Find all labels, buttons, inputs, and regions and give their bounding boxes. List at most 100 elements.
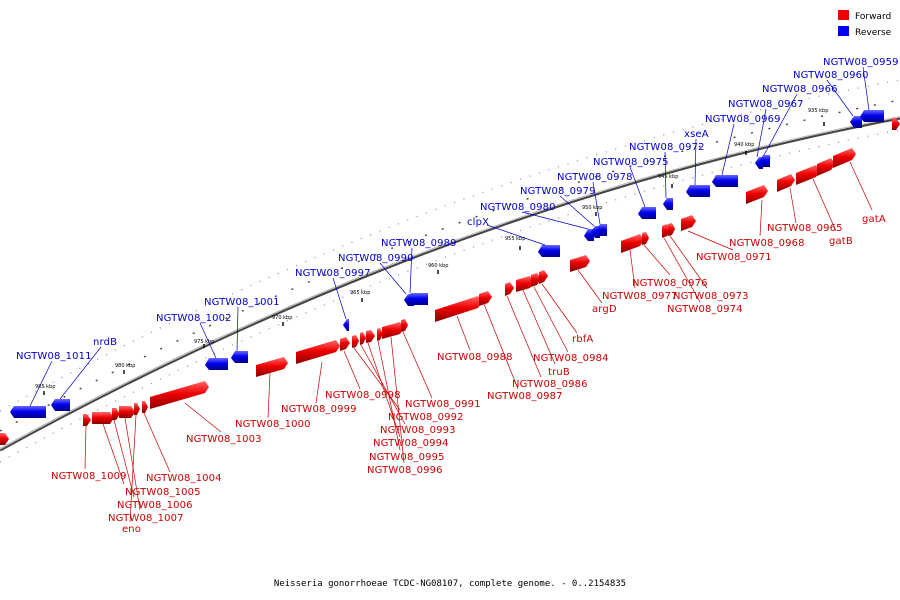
inner-ruler: [0, 99, 900, 432]
legend-forward-label: Forward: [855, 12, 891, 22]
gene-ngtw08-0987[interactable]: [479, 291, 492, 306]
leader-line: [533, 286, 569, 353]
leader-line: [826, 79, 854, 117]
gene-fragment-right[interactable]: [892, 118, 900, 130]
tick-label: 950 kbp: [582, 205, 602, 211]
tick-label: 955 kbp: [505, 236, 525, 242]
leader-line: [129, 414, 137, 523]
gene-label: NGTW08_0975: [593, 157, 669, 168]
leader-line: [102, 423, 125, 485]
gene-label: NGTW08_0976: [632, 278, 708, 289]
gene-ngtw08-0973[interactable]: [668, 223, 675, 236]
gene-label: gatA: [862, 214, 886, 225]
gene-clpx[interactable]: [538, 245, 560, 257]
reverse-leader-lines: [29, 66, 870, 407]
gene-ngtw08-0992[interactable]: [352, 335, 359, 348]
tick-label: 980 kbp: [115, 363, 135, 369]
leader-line: [29, 360, 53, 407]
leader-line: [124, 417, 141, 511]
gene-label: NGTW08_0998: [325, 390, 401, 401]
gene-ngtw08-1000[interactable]: [256, 357, 288, 377]
leader-line: [812, 178, 837, 232]
gene-ngtw08-0986[interactable]: [505, 282, 514, 296]
gene-label: NGTW08_0966: [762, 84, 838, 95]
gene-ngtw08-0960[interactable]: [850, 116, 862, 128]
gene-fragment-left[interactable]: [0, 433, 9, 445]
gene-gata-part[interactable]: [817, 158, 835, 176]
gene-ngtw08-0998[interactable]: [340, 337, 350, 351]
gene-ngtw08-1002[interactable]: [205, 358, 228, 370]
leader-line: [559, 195, 595, 227]
scale-ticks: 985 kbp 980 kbp 975 kbp 970 kbp 965 kbp …: [35, 108, 828, 395]
gene-label: NGTW08_1007: [108, 513, 184, 524]
gene-ngtw08-0997[interactable]: [343, 319, 349, 331]
gene-label: NGTW08_0996: [367, 465, 443, 476]
leader-line: [315, 361, 323, 404]
gene-ngtw08-0988[interactable]: [435, 296, 482, 322]
gene-label: NGTW08_0969: [705, 114, 781, 125]
gene-xsea[interactable]: [686, 185, 710, 197]
gene-label: NGTW08_0987: [487, 391, 563, 402]
gene-ngtw08-0972[interactable]: [663, 198, 673, 210]
gene-ngtw08-0975[interactable]: [638, 207, 656, 219]
leader-line: [663, 237, 701, 303]
forward-gene-labels: NGTW08_1009 NGTW08_1005 NGTW08_1006 NGTW…: [51, 214, 886, 535]
gene-ngtw08-0984[interactable]: [531, 273, 541, 287]
gene-ngtw08-1003[interactable]: [150, 381, 209, 409]
leader-line: [483, 303, 519, 390]
gene-ngtw08-1011[interactable]: [10, 406, 46, 418]
genome-caption: Neisseria gonorrhoeae TCDC-NG08107, comp…: [274, 579, 626, 589]
gene-ngtw08-1007[interactable]: [142, 401, 148, 413]
gene-ngtw08-0999[interactable]: [296, 340, 340, 364]
gene-ngtw08-0969[interactable]: [712, 175, 738, 187]
gene-label: NGTW08_0972: [629, 142, 705, 153]
gene-ngtw08-0978[interactable]: [596, 224, 607, 236]
gene-ngtw08-0995[interactable]: [377, 328, 383, 341]
gene-ngtw08-1004[interactable]: [134, 403, 140, 415]
gene-eno[interactable]: [119, 406, 135, 418]
gene-trub[interactable]: [516, 276, 534, 292]
tick-label: 960 kbp: [428, 263, 448, 269]
gene-ngtw08-0959[interactable]: [860, 110, 884, 122]
gene-label: NGTW08_0973: [673, 291, 749, 302]
gene-ngtw08-0977[interactable]: [621, 234, 644, 253]
leader-line: [789, 187, 797, 224]
leader-line: [236, 306, 239, 352]
gene-label: NGTW08_0986: [512, 379, 588, 390]
gene-ngtw08-0993[interactable]: [360, 332, 366, 345]
gene-ngtw08-0968[interactable]: [746, 185, 768, 204]
leader-line: [862, 66, 870, 111]
gene-label: NGTW08_0989: [381, 238, 457, 249]
tick-label: 945 kbp: [658, 174, 678, 180]
gene-ngtw08-0991[interactable]: [401, 319, 408, 332]
gene-ngtw08-0976[interactable]: [642, 232, 649, 245]
legend: Forward Reverse: [838, 10, 892, 38]
gene-ngtw08-1005[interactable]: [92, 412, 114, 424]
gene-label: NGTW08_0978: [557, 172, 633, 183]
gene-ngtw08-0989[interactable]: [407, 293, 428, 305]
gene-ngtw08-1009[interactable]: [83, 414, 91, 426]
gene-argd[interactable]: [570, 255, 590, 272]
gene-gata[interactable]: [833, 148, 856, 168]
gene-gatb[interactable]: [796, 165, 820, 185]
leader-line: [629, 166, 646, 208]
forward-strand-genes: [0, 118, 900, 445]
gene-rbfa[interactable]: [539, 270, 548, 284]
tick-label: 970 kbp: [272, 315, 292, 321]
leader-line: [521, 211, 589, 230]
gene-ngtw08-0996[interactable]: [382, 322, 404, 339]
leader-line: [669, 235, 708, 289]
gene-label: NGTW08_0960: [793, 70, 869, 81]
gene-ngtw08-1001[interactable]: [231, 351, 248, 363]
gene-nrdb[interactable]: [51, 399, 70, 411]
leader-line: [379, 262, 407, 295]
leader-line: [759, 199, 763, 237]
gene-ngtw08-0994[interactable]: [366, 330, 375, 343]
gene-ngtw08-1006[interactable]: [112, 408, 120, 420]
gene-label: NGTW08_1000: [235, 419, 311, 430]
gene-ngtw08-0965[interactable]: [777, 174, 795, 192]
gene-ngtw08-0971[interactable]: [681, 215, 696, 231]
gene-label: NGTW08_0992: [388, 412, 464, 423]
gene-ngtw08-0966[interactable]: [759, 155, 770, 167]
